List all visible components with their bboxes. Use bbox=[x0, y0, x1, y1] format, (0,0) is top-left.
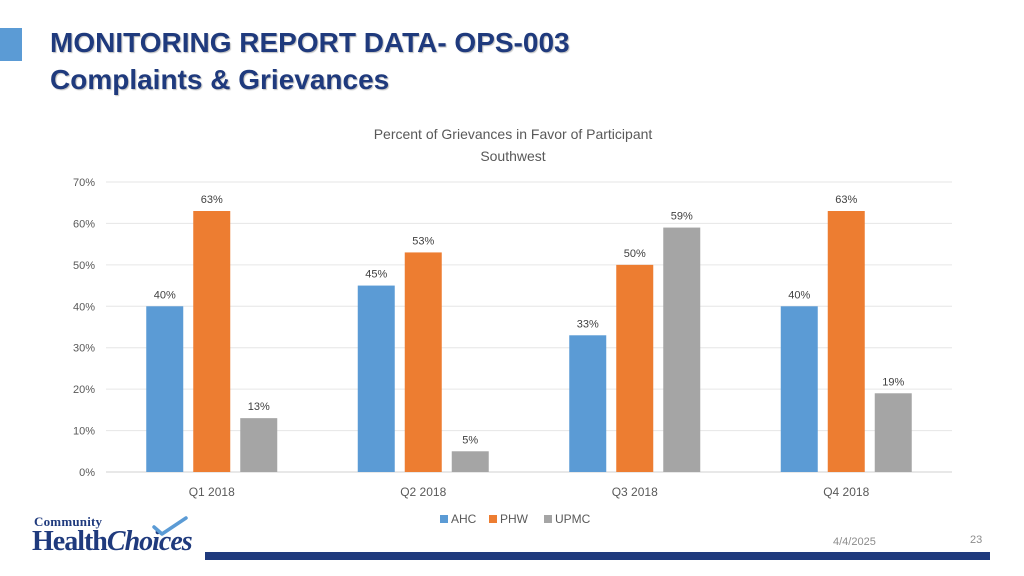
legend-swatch-upmc bbox=[544, 515, 552, 523]
x-tick-label: Q1 2018 bbox=[189, 485, 235, 499]
bar-phw bbox=[193, 211, 231, 472]
bar-upmc bbox=[451, 451, 489, 472]
page-number: 23 bbox=[970, 534, 983, 546]
title-line-1: MONITORING REPORT DATA- OPS-003 bbox=[50, 27, 570, 58]
data-label: 50% bbox=[624, 248, 646, 260]
logo-main-part1: Health bbox=[32, 526, 108, 557]
y-tick-label: 0% bbox=[79, 467, 95, 479]
legend-swatch-phw bbox=[489, 515, 497, 523]
data-label: 40% bbox=[154, 289, 176, 301]
bar-ahc bbox=[357, 285, 395, 472]
community-health-choices-logo: Community HealthChoices bbox=[32, 514, 202, 562]
legend-label-ahc: AHC bbox=[451, 512, 477, 526]
y-tick-label: 70% bbox=[73, 177, 95, 189]
footer-band bbox=[205, 552, 990, 560]
slide-date: 4/4/2025 bbox=[833, 536, 876, 548]
data-label: 5% bbox=[462, 434, 478, 446]
y-tick-label: 60% bbox=[73, 218, 95, 230]
data-label: 59% bbox=[671, 211, 693, 223]
y-tick-label: 30% bbox=[73, 343, 95, 355]
data-label: 63% bbox=[835, 194, 857, 206]
x-tick-label: Q2 2018 bbox=[400, 485, 446, 499]
legend-label-phw: PHW bbox=[500, 512, 529, 526]
y-tick-label: 20% bbox=[73, 384, 95, 396]
data-label: 53% bbox=[412, 235, 434, 247]
x-tick-label: Q4 2018 bbox=[823, 485, 869, 499]
title-line-2: Complaints & Grievances bbox=[50, 64, 390, 95]
bar-upmc bbox=[874, 393, 912, 472]
y-tick-label: 50% bbox=[73, 260, 95, 272]
chart-subtitle: Southwest bbox=[480, 148, 545, 164]
y-tick-label: 10% bbox=[73, 426, 95, 438]
logo-main-text: HealthChoices bbox=[32, 526, 193, 558]
logo-top-text: Community bbox=[34, 514, 103, 529]
data-label: 45% bbox=[365, 269, 387, 281]
bar-phw bbox=[827, 211, 865, 472]
bar-phw bbox=[616, 264, 654, 472]
checkmark-icon bbox=[152, 516, 188, 536]
chart-title: Percent of Grievances in Favor of Partic… bbox=[374, 126, 653, 142]
slide-title: MONITORING REPORT DATA- OPS-003 Complain… bbox=[50, 24, 570, 98]
legend-label-upmc: UPMC bbox=[555, 512, 591, 526]
bar-ahc bbox=[780, 306, 818, 472]
legend-swatch-ahc bbox=[440, 515, 448, 523]
accent-square bbox=[0, 28, 22, 61]
data-label: 19% bbox=[882, 376, 904, 388]
bar-phw bbox=[404, 252, 442, 472]
x-tick-label: Q3 2018 bbox=[612, 485, 658, 499]
data-label: 33% bbox=[577, 318, 599, 330]
bar-upmc bbox=[663, 227, 701, 472]
data-label: 13% bbox=[248, 401, 270, 413]
logo-main-part2: Choices bbox=[106, 526, 193, 557]
data-label: 40% bbox=[788, 289, 810, 301]
y-tick-label: 40% bbox=[73, 301, 95, 313]
data-label: 63% bbox=[201, 194, 223, 206]
bar-ahc bbox=[146, 306, 184, 472]
bar-ahc bbox=[569, 335, 607, 472]
bar-upmc bbox=[240, 418, 278, 472]
